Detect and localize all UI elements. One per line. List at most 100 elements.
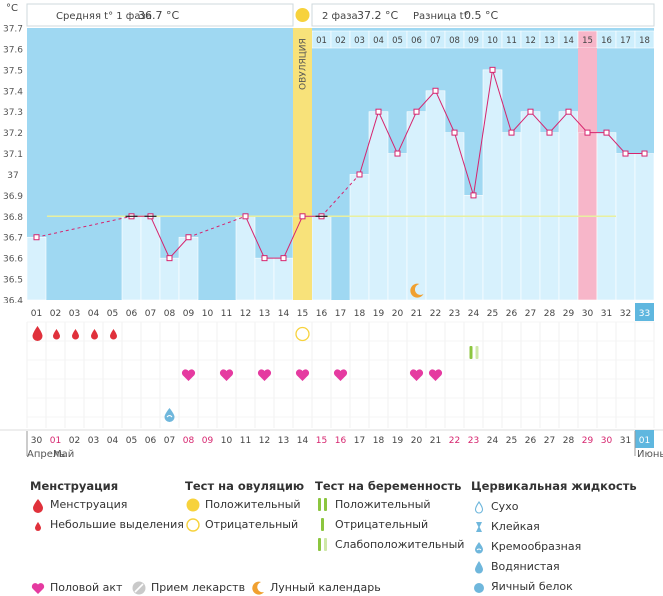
phase2-day-label: 11 xyxy=(506,36,517,46)
temp-diff-label: Разница t° xyxy=(413,11,469,22)
temperature-point xyxy=(166,255,173,262)
calendar-date-label: 22 xyxy=(449,436,460,446)
phase2-day-label: 18 xyxy=(639,36,650,46)
temperature-point xyxy=(584,129,591,136)
calendar-date-label: 13 xyxy=(278,436,289,446)
blood-drop-icon xyxy=(33,499,43,513)
calendar-date-label: 29 xyxy=(582,436,594,446)
cycle-day-label: 21 xyxy=(411,309,422,319)
ovulation-label: ОВУЛЯЦИЯ xyxy=(299,38,309,90)
calendar-date-label: 12 xyxy=(259,436,270,446)
temperature-point xyxy=(451,129,458,136)
temperature-line-segment xyxy=(416,90,436,113)
temperature-point xyxy=(356,171,363,178)
small-blood-drop-icon xyxy=(53,329,60,340)
calendar-date-label: 10 xyxy=(221,436,233,446)
calendar-date-label: 09 xyxy=(202,436,214,446)
hollow-circle-icon xyxy=(295,326,310,342)
cycle-day-label: 25 xyxy=(487,309,498,319)
cycle-day-label: 28 xyxy=(544,309,556,319)
cycle-day-label: 29 xyxy=(563,309,575,319)
temperature-point xyxy=(280,255,287,262)
phase2-day-label: 07 xyxy=(430,36,441,46)
cycle-day-label: 05 xyxy=(107,309,118,319)
temperature-line-segment xyxy=(606,132,626,154)
cycle-day-label: 17 xyxy=(335,309,346,319)
temperature-line-segment xyxy=(188,215,246,238)
calendar-date-label: 01 xyxy=(639,436,650,446)
legend-ovulation-test-title: Тест на овуляцию xyxy=(185,479,305,493)
cycle-day-label: 20 xyxy=(392,309,404,319)
calendar-date-label: 24 xyxy=(487,436,499,446)
creamy-drop-icon xyxy=(475,542,483,554)
current-date-cell xyxy=(635,430,654,448)
double-bar-light-icon xyxy=(318,538,327,551)
temperature-point xyxy=(641,150,648,157)
water-drop-icon xyxy=(475,561,483,574)
small-blood-drop-icon xyxy=(91,329,98,340)
heart-icon xyxy=(295,369,310,381)
cycle-day-label: 16 xyxy=(316,309,328,319)
calendar-date-label: 21 xyxy=(430,436,441,446)
temperature-point xyxy=(242,213,249,220)
crescent-moon-icon xyxy=(410,283,424,298)
phase2-day-label: 06 xyxy=(411,36,422,46)
calendar-date-label: 20 xyxy=(411,436,423,446)
calendar-date-label: 26 xyxy=(525,436,537,446)
phase2-day-label: 12 xyxy=(525,36,536,46)
single-bar-icon xyxy=(321,518,324,531)
ovulation-sun-icon xyxy=(295,8,310,22)
temperature-point xyxy=(622,150,629,157)
calendar-date-label: 07 xyxy=(164,436,175,446)
temperature-point xyxy=(508,129,515,136)
temperature-line-segment xyxy=(36,215,132,238)
cycle-day-label: 13 xyxy=(259,309,270,319)
calendar-date-label: 04 xyxy=(107,436,119,446)
calendar-date-label: 31 xyxy=(620,436,631,446)
temperature-line-segment xyxy=(473,69,493,196)
temperature-point xyxy=(413,108,420,115)
cycle-day-label: 31 xyxy=(601,309,612,319)
cycle-day-label: 23 xyxy=(449,309,460,319)
phase2-day-label: 14 xyxy=(563,36,574,46)
filled-circle-icon xyxy=(186,498,200,512)
y-tick-label: 37.3 xyxy=(3,108,23,118)
temperature-point xyxy=(33,234,40,241)
phase2-avg-value: 37.2 °C xyxy=(357,9,398,22)
calendar-date-label: 17 xyxy=(354,436,365,446)
calendar-date-label: 23 xyxy=(468,436,479,446)
cycle-day-label: 02 xyxy=(50,309,61,319)
y-tick-label: 36.6 xyxy=(3,255,23,265)
cycle-day-label: 07 xyxy=(145,309,156,319)
y-tick-label: 36.5 xyxy=(3,276,23,286)
temperature-line-segment xyxy=(568,111,588,133)
temperature-line-segment xyxy=(530,111,550,133)
temperature-point xyxy=(527,108,534,115)
phase2-day-label: 04 xyxy=(373,36,384,46)
temperature-point xyxy=(470,192,477,199)
calendar-date-label: 19 xyxy=(392,436,404,446)
hollow-circle-icon xyxy=(186,518,200,532)
phase2-header xyxy=(311,3,655,27)
month-label-april: Апрель xyxy=(27,449,65,460)
y-tick-label: 37.6 xyxy=(3,45,23,55)
cycle-day-label: 12 xyxy=(240,309,251,319)
pill-icon xyxy=(132,581,146,595)
phase2-day-label: 01 xyxy=(316,36,327,46)
calendar-date-label: 14 xyxy=(297,436,309,446)
heart-icon xyxy=(257,369,272,381)
calendar-date-label: 30 xyxy=(31,436,43,446)
calendar-date-label: 27 xyxy=(544,436,555,446)
month-label-may: Май xyxy=(53,449,74,460)
cycle-day-label: 18 xyxy=(354,309,366,319)
heart-icon xyxy=(428,369,443,381)
temperature-line-segment xyxy=(492,69,512,133)
creamy-drop-mark xyxy=(166,415,173,418)
cycle-day-label: 04 xyxy=(88,309,100,319)
temperature-line-segment xyxy=(454,132,474,196)
y-tick-label: 36.7 xyxy=(3,234,23,244)
temperature-line-segment xyxy=(435,90,455,133)
y-unit-label: °C xyxy=(6,3,18,14)
heart-icon xyxy=(409,369,424,381)
